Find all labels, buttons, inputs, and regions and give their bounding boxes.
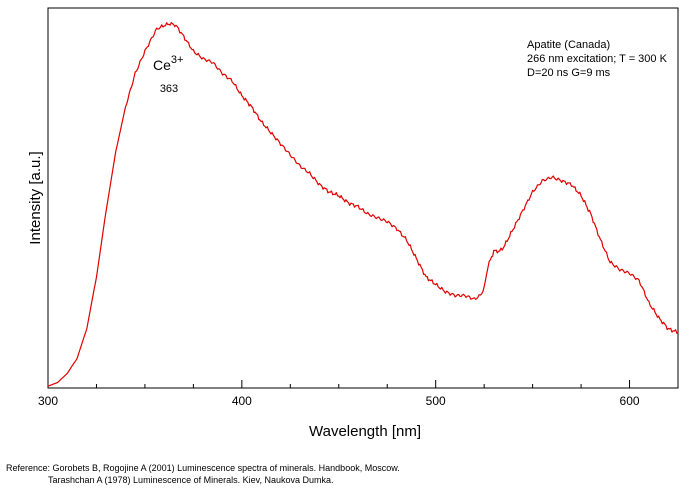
ion-base: Ce bbox=[153, 57, 171, 73]
excitation-label: 266 nm excitation; T = 300 K bbox=[527, 53, 668, 65]
x-axis-label: Wavelength [nm] bbox=[309, 423, 421, 440]
reference-line-2: Tarashchan A (1978) Luminescence of Mine… bbox=[48, 475, 334, 485]
ion-label: Ce3+ bbox=[153, 54, 183, 73]
timing-label: D=20 ns G=9 ms bbox=[527, 67, 611, 79]
series-line bbox=[47, 22, 679, 387]
ion-charge: 3+ bbox=[171, 54, 184, 66]
x-axis-ticks: 300 400 500 600 bbox=[38, 380, 640, 408]
x-tick-label: 500 bbox=[426, 394, 446, 408]
reference-line-1: Reference: Gorobets B, Rogojine A (2001)… bbox=[6, 463, 400, 473]
plot-frame bbox=[47, 7, 679, 389]
x-tick-label: 600 bbox=[620, 394, 640, 408]
sample-label: Apatite (Canada) bbox=[527, 39, 610, 51]
x-tick-label: 300 bbox=[38, 394, 58, 408]
y-axis-label: Intensity [a.u.] bbox=[27, 151, 44, 244]
peak-label: 363 bbox=[160, 83, 178, 95]
x-tick-label: 400 bbox=[232, 394, 252, 408]
